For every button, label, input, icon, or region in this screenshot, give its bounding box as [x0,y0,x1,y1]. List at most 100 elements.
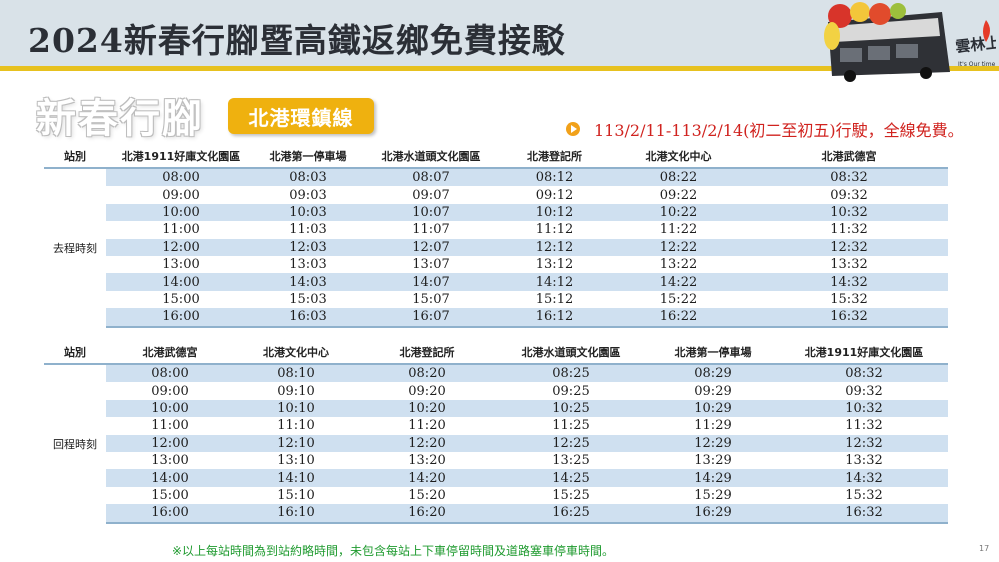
time-cell: 16:03 [256,308,360,328]
time-cell: 11:10 [234,417,358,435]
time-cell: 13:22 [607,255,750,274]
station-name: 北港水道頭文化園區 [360,144,502,169]
table-row: 09:00 09:10 09:20 09:25 09:29 09:32 [44,382,948,400]
time-cell: 08:20 [358,364,496,383]
section-outline-text: 新春行腳 [36,96,204,142]
table-row: 12:00 12:03 12:07 12:12 12:22 12:32 [44,238,948,256]
time-cell: 14:32 [750,273,948,291]
time-cell: 10:25 [496,399,646,418]
time-cell: 11:32 [750,221,948,239]
play-bullet-icon [566,122,580,136]
table-row: 14:00 14:03 14:07 14:12 14:22 14:32 [44,273,948,291]
time-cell: 09:12 [502,186,607,204]
table-row: 去程時刻 08:00 08:03 08:07 08:12 08:22 08:32 [44,168,948,327]
table-row: 回程時刻 08:00 08:10 08:20 08:25 08:29 08:32 [44,364,948,523]
logo-script: 雲林上場 [955,32,996,56]
station-name: 北港登記所 [502,144,607,169]
time-cell: 12:00 [106,238,256,256]
station-name: 北港文化中心 [607,144,750,169]
time-cell: 13:12 [502,255,607,274]
time-cell: 11:07 [360,221,502,239]
station-name: 北港水道頭文化園區 [496,340,646,365]
time-cell: 16:22 [607,308,750,328]
time-cell: 15:22 [607,290,750,309]
time-cell: 11:00 [106,417,234,435]
table-row: 11:00 11:10 11:20 11:25 11:29 11:32 [44,417,948,435]
time-cell: 16:32 [750,308,948,328]
time-cell: 09:32 [750,186,948,204]
time-cell: 12:29 [646,434,780,452]
time-cell: 14:10 [234,469,358,487]
time-cell: 09:07 [360,186,502,204]
station-name: 北港1911好庫文化園區 [780,340,948,365]
station-header: 站別 [44,144,106,169]
station-name: 北港武德宮 [106,340,234,365]
logo-tagline: It's Our time [958,61,996,68]
time-cell: 13:10 [234,451,358,470]
time-cell: 08:07 [360,168,502,187]
time-cell: 10:10 [234,399,358,418]
time-cell: 08:29 [646,364,780,383]
outbound-timetable: 站別 北港1911好庫文化園區 北港第一停車場 北港水道頭文化園區 北港登記所 … [44,144,948,328]
table-row: 13:00 13:03 13:07 13:12 13:22 13:32 [44,255,948,274]
time-cell: 16:32 [780,504,948,524]
table-row: 12:00 12:10 12:20 12:25 12:29 12:32 [44,434,948,452]
time-cell: 13:25 [496,451,646,470]
time-cell: 13:20 [358,451,496,470]
time-cell: 11:25 [496,417,646,435]
time-cell: 08:03 [256,168,360,187]
station-name: 北港1911好庫文化園區 [106,144,256,169]
time-cell: 16:25 [496,504,646,524]
table-row: 16:00 16:03 16:07 16:12 16:22 16:32 [44,308,948,328]
time-cell: 14:07 [360,273,502,291]
direction-label: 回程時刻 [44,364,106,523]
time-cell: 12:20 [358,434,496,452]
time-cell: 13:07 [360,255,502,274]
time-cell: 14:20 [358,469,496,487]
page-number: 17 [979,544,990,553]
time-cell: 14:03 [256,273,360,291]
time-cell: 15:07 [360,290,502,309]
time-cell: 15:32 [750,290,948,309]
table-row: 11:00 11:03 11:07 11:12 11:22 11:32 [44,221,948,239]
station-name: 北港武德宮 [750,144,948,169]
time-cell: 09:29 [646,382,780,400]
table-row: 16:00 16:10 16:20 16:25 16:29 16:32 [44,504,948,524]
time-cell: 10:29 [646,399,780,418]
time-cell: 08:22 [607,168,750,187]
time-cell: 13:00 [106,255,256,274]
table-row: 10:00 10:10 10:20 10:25 10:29 10:32 [44,399,948,418]
time-cell: 09:00 [106,186,256,204]
time-cell: 11:32 [780,417,948,435]
time-cell: 10:03 [256,203,360,222]
time-cell: 14:00 [106,273,256,291]
time-cell: 16:07 [360,308,502,328]
notice-text: 113/2/11-113/2/14(初二至初五)行駛，全線免費。 [594,121,964,140]
table-header-row: 站別 北港武德宮 北港文化中心 北港登記所 北港水道頭文化園區 北港第一停車場 … [44,340,948,365]
station-name: 北港第一停車場 [646,340,780,365]
time-cell: 13:32 [780,451,948,470]
station-header: 站別 [44,340,106,365]
time-cell: 14:00 [106,469,234,487]
time-cell: 15:25 [496,486,646,505]
time-cell: 15:29 [646,486,780,505]
time-cell: 14:29 [646,469,780,487]
time-cell: 15:00 [106,486,234,505]
time-cell: 11:12 [502,221,607,239]
page-title: 2024新春行腳暨高鐵返鄉免費接駁 [28,21,566,60]
time-cell: 08:25 [496,364,646,383]
time-cell: 09:10 [234,382,358,400]
time-cell: 11:29 [646,417,780,435]
time-cell: 13:00 [106,451,234,470]
time-cell: 12:32 [780,434,948,452]
time-cell: 08:12 [502,168,607,187]
time-cell: 11:03 [256,221,360,239]
logo-bus-illustration: 雲林上場 It's Our time [824,2,996,82]
time-cell: 16:29 [646,504,780,524]
time-cell: 16:20 [358,504,496,524]
time-cell: 15:12 [502,290,607,309]
time-cell: 12:07 [360,238,502,256]
time-cell: 12:10 [234,434,358,452]
time-cell: 09:03 [256,186,360,204]
time-cell: 11:22 [607,221,750,239]
